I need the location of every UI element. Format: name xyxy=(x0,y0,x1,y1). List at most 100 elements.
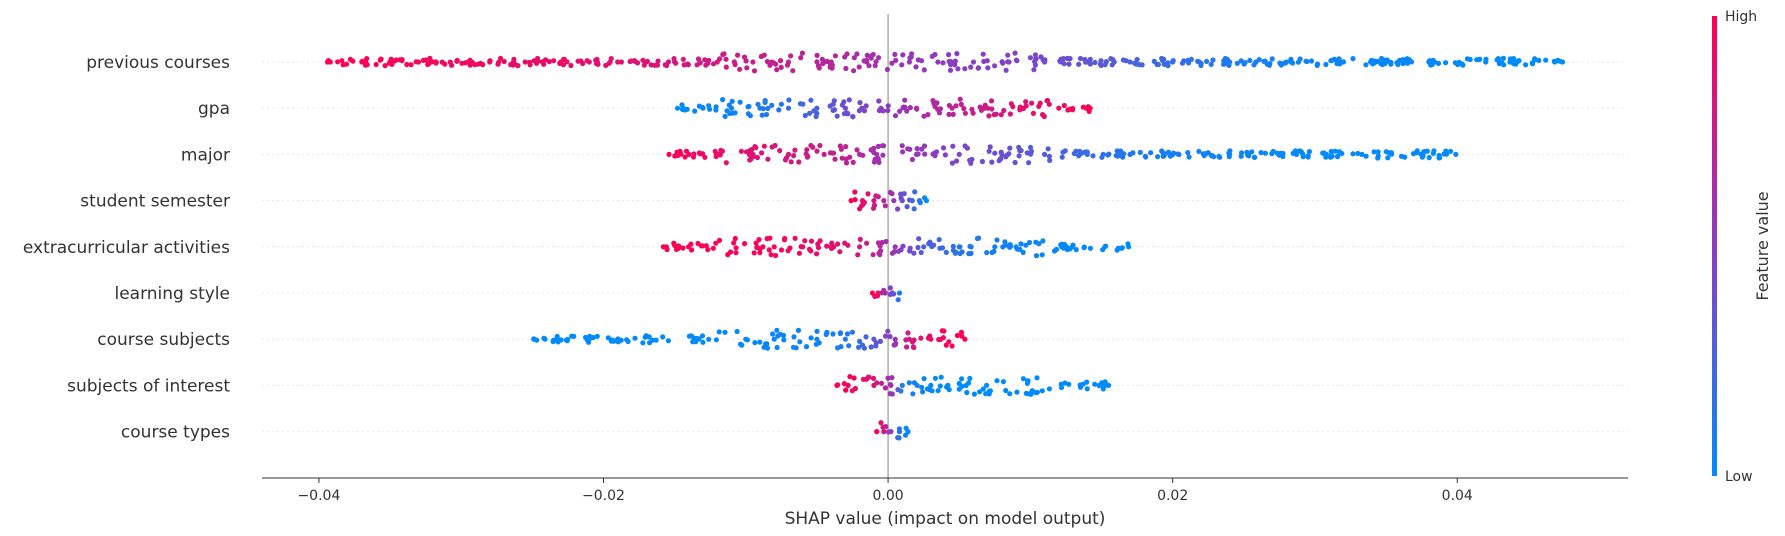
colorbar-high-label: High xyxy=(1725,9,1757,25)
data-point xyxy=(850,114,856,120)
data-point xyxy=(1288,56,1294,63)
data-point xyxy=(808,142,814,149)
data-point xyxy=(832,156,838,162)
data-point xyxy=(804,154,811,160)
data-point xyxy=(1238,153,1244,159)
data-point xyxy=(861,199,868,205)
data-point xyxy=(845,382,851,388)
data-point xyxy=(555,337,561,343)
data-point xyxy=(388,57,394,63)
data-point xyxy=(1044,97,1051,104)
data-point xyxy=(1536,57,1542,64)
data-point xyxy=(770,331,776,337)
data-point xyxy=(891,291,897,297)
data-point xyxy=(1329,57,1335,64)
data-point xyxy=(1127,59,1133,65)
data-point xyxy=(1053,246,1060,252)
data-point xyxy=(1448,148,1454,154)
data-point xyxy=(695,240,701,247)
data-point xyxy=(1165,63,1171,69)
data-point xyxy=(697,151,704,157)
data-point xyxy=(834,113,840,119)
data-point xyxy=(729,105,735,111)
data-point xyxy=(551,337,557,343)
data-point xyxy=(364,56,370,62)
data-point xyxy=(936,237,942,243)
data-point xyxy=(928,382,934,388)
data-point xyxy=(1328,148,1334,155)
data-point xyxy=(1262,150,1268,156)
data-point xyxy=(501,58,507,65)
data-point xyxy=(1040,112,1046,118)
data-point xyxy=(938,374,944,380)
data-point xyxy=(1033,239,1039,245)
data-point xyxy=(1057,58,1063,64)
data-point xyxy=(897,108,903,114)
data-point xyxy=(713,337,720,343)
data-point xyxy=(744,65,750,71)
data-point xyxy=(1297,56,1303,62)
data-point xyxy=(904,344,910,350)
data-point xyxy=(762,98,768,104)
data-point xyxy=(1032,52,1038,58)
data-point xyxy=(955,66,961,72)
data-point xyxy=(870,252,876,258)
data-points xyxy=(324,50,1566,441)
data-point xyxy=(980,51,986,57)
data-point xyxy=(534,55,541,62)
data-point xyxy=(1253,59,1259,65)
data-point xyxy=(852,197,858,203)
data-point xyxy=(705,247,711,253)
data-point xyxy=(541,335,547,341)
data-point xyxy=(1120,57,1126,63)
data-point xyxy=(807,110,813,116)
data-point xyxy=(1103,59,1109,65)
data-point xyxy=(764,58,771,65)
data-point xyxy=(408,62,414,68)
data-point xyxy=(921,113,927,119)
data-point xyxy=(837,249,843,255)
data-point xyxy=(1016,153,1022,159)
data-point xyxy=(1047,157,1053,163)
data-point xyxy=(851,55,857,61)
data-point xyxy=(583,334,589,340)
data-point xyxy=(906,380,912,386)
data-point xyxy=(1176,151,1182,158)
data-point xyxy=(923,198,930,204)
data-point xyxy=(753,145,759,151)
data-point xyxy=(404,61,410,68)
data-point xyxy=(539,59,545,65)
data-point xyxy=(778,64,784,70)
data-point xyxy=(1371,149,1377,155)
data-point xyxy=(889,250,896,256)
data-point xyxy=(813,113,819,120)
data-point xyxy=(889,60,895,66)
data-point xyxy=(1131,60,1138,66)
data-point xyxy=(843,65,849,72)
data-point xyxy=(979,158,986,165)
data-point xyxy=(763,341,769,347)
data-point xyxy=(1336,149,1342,155)
data-point xyxy=(971,391,978,397)
data-point xyxy=(877,338,884,344)
data-point xyxy=(785,59,792,65)
data-point xyxy=(753,240,759,246)
data-point xyxy=(986,388,992,394)
data-point xyxy=(1056,105,1062,111)
data-point xyxy=(772,142,778,149)
data-point xyxy=(808,238,815,244)
data-point xyxy=(1113,153,1119,159)
data-point xyxy=(1126,244,1132,250)
data-point xyxy=(768,252,774,258)
data-point xyxy=(821,151,827,157)
data-point xyxy=(454,58,460,64)
data-point xyxy=(510,62,516,68)
data-point xyxy=(785,105,792,111)
data-point xyxy=(1247,57,1253,64)
data-point xyxy=(692,108,698,114)
data-point xyxy=(964,389,970,396)
data-point xyxy=(946,58,952,65)
data-point xyxy=(522,59,528,65)
data-point xyxy=(1042,57,1048,63)
data-point xyxy=(531,336,537,342)
